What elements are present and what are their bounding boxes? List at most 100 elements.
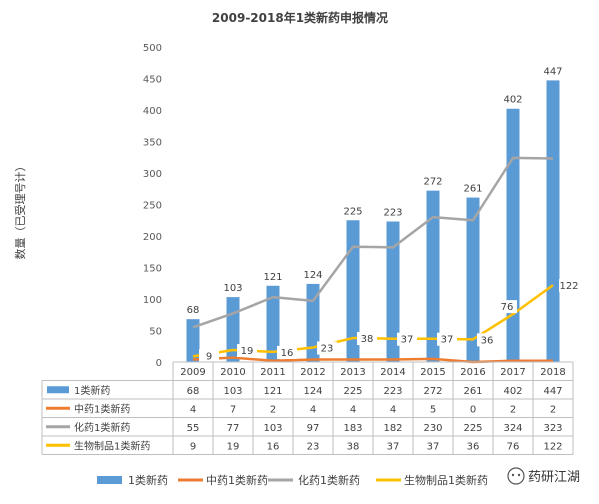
- table-cell: 402: [503, 386, 522, 397]
- y-tick-label: 0: [156, 358, 162, 369]
- x-tick-label: 2011: [260, 367, 285, 378]
- data-label: 19: [241, 346, 254, 357]
- data-label-bg: [497, 300, 517, 314]
- x-tick-label: 2013: [340, 367, 365, 378]
- data-label: 16: [281, 348, 294, 359]
- bar: [186, 319, 200, 362]
- table-cell: 68: [187, 386, 200, 397]
- bar: [426, 190, 440, 362]
- y-tick-label: 350: [143, 138, 162, 149]
- data-label: 223: [383, 208, 402, 219]
- table-cell: 4: [190, 404, 196, 415]
- series-line-化药1类新药: [192, 156, 554, 329]
- legend-label: 生物制品1类新药: [404, 473, 488, 487]
- legend-label: 中药1类新药: [206, 473, 268, 487]
- legend-key: [97, 476, 122, 484]
- y-tick-label: 150: [143, 264, 162, 275]
- table-cell: 121: [263, 386, 282, 397]
- legend: 1类新药 中药1类新药 化药1类新药 生物制品1类新药: [97, 473, 488, 487]
- table-cell: 4: [310, 404, 316, 415]
- table-cell: 2: [550, 404, 556, 415]
- table-cell: 261: [463, 386, 482, 397]
- data-label: 36: [481, 335, 494, 346]
- x-tick-label: 2012: [300, 367, 325, 378]
- data-label: 9: [206, 351, 212, 362]
- data-label-bg: [477, 333, 497, 347]
- table-cell: 19: [227, 441, 240, 452]
- data-label-bg: [317, 341, 337, 355]
- data-label-bg: [277, 345, 297, 359]
- bar: [466, 197, 480, 362]
- bar: [506, 108, 520, 363]
- y-tick-label: 100: [143, 295, 162, 306]
- data-label: 37: [441, 335, 454, 346]
- table-cell: 37: [427, 441, 440, 452]
- data-label-bg: [357, 332, 377, 346]
- x-tick-label: 2009: [180, 367, 205, 378]
- data-label: 225: [343, 206, 362, 217]
- data-label: 402: [503, 95, 522, 106]
- watermark-text: 药研江湖: [528, 470, 580, 485]
- x-tick-label: 2015: [420, 367, 445, 378]
- table-cell: 324: [503, 423, 522, 434]
- table-cell: 323: [543, 423, 562, 434]
- table-cell: 7: [230, 404, 236, 415]
- data-label-bg: [199, 349, 219, 363]
- table-cell: 0: [470, 404, 476, 415]
- table-cell: 103: [263, 423, 282, 434]
- x-tick-label: 2018: [540, 367, 565, 378]
- bar: [266, 285, 280, 362]
- table-cell: 38: [347, 441, 360, 452]
- data-label: 272: [423, 177, 442, 188]
- data-label-bg: [237, 344, 257, 358]
- y-tick-label: 500: [143, 43, 162, 54]
- table-cell: 103: [223, 386, 242, 397]
- bar: [306, 283, 320, 362]
- y-tick-label: 450: [143, 75, 162, 86]
- table-cell: 97: [307, 423, 320, 434]
- data-label: 124: [303, 270, 322, 281]
- watermark: 药研江湖: [507, 467, 580, 485]
- data-label: 122: [559, 281, 578, 292]
- table-cell: 4: [350, 404, 356, 415]
- data-label: 68: [187, 305, 200, 316]
- table-cell: 23: [307, 441, 320, 452]
- data-label-bg: [397, 332, 417, 346]
- chart-title: 2009-2018年1类新药申报情况: [212, 10, 388, 25]
- table-cell: 2: [270, 404, 276, 415]
- y-tick-label: 250: [143, 201, 162, 212]
- table-cell: 37: [387, 441, 400, 452]
- table-cell: 447: [543, 386, 562, 397]
- x-tick-label: 2014: [380, 367, 405, 378]
- wechat-icon: [507, 467, 525, 485]
- data-label: 103: [223, 283, 242, 294]
- table-cell: 124: [303, 386, 322, 397]
- table-cell: 272: [423, 386, 442, 397]
- table-row-label: 化药1类新药: [74, 421, 130, 434]
- table-cell: 5: [430, 404, 436, 415]
- data-label: 447: [543, 66, 562, 77]
- y-tick-label: 300: [143, 169, 162, 180]
- series-line-中药1类新药: [192, 356, 553, 364]
- table-cell: 16: [267, 441, 280, 452]
- table-cell: 9: [190, 441, 196, 452]
- table-row-label: 中药1类新药: [74, 402, 130, 415]
- table-cell: 225: [343, 386, 362, 397]
- data-label: 37: [401, 335, 414, 346]
- wechat-icon-eye: [511, 473, 515, 477]
- y-axis-label: 数量（已受理号计）: [14, 161, 27, 260]
- table-cell: 76: [507, 441, 520, 452]
- x-tick-label: 2017: [500, 367, 525, 378]
- table-cell: 55: [187, 423, 200, 434]
- table-cell: 225: [463, 423, 482, 434]
- table-cell: 4: [390, 404, 396, 415]
- table-cell: 182: [383, 423, 402, 434]
- data-label-bg: [437, 332, 457, 346]
- table-cell: 122: [543, 441, 562, 452]
- data-label: 76: [501, 302, 514, 313]
- table-cell: 77: [227, 423, 240, 434]
- bar: [346, 220, 360, 362]
- legend-label: 1类新药: [128, 473, 168, 487]
